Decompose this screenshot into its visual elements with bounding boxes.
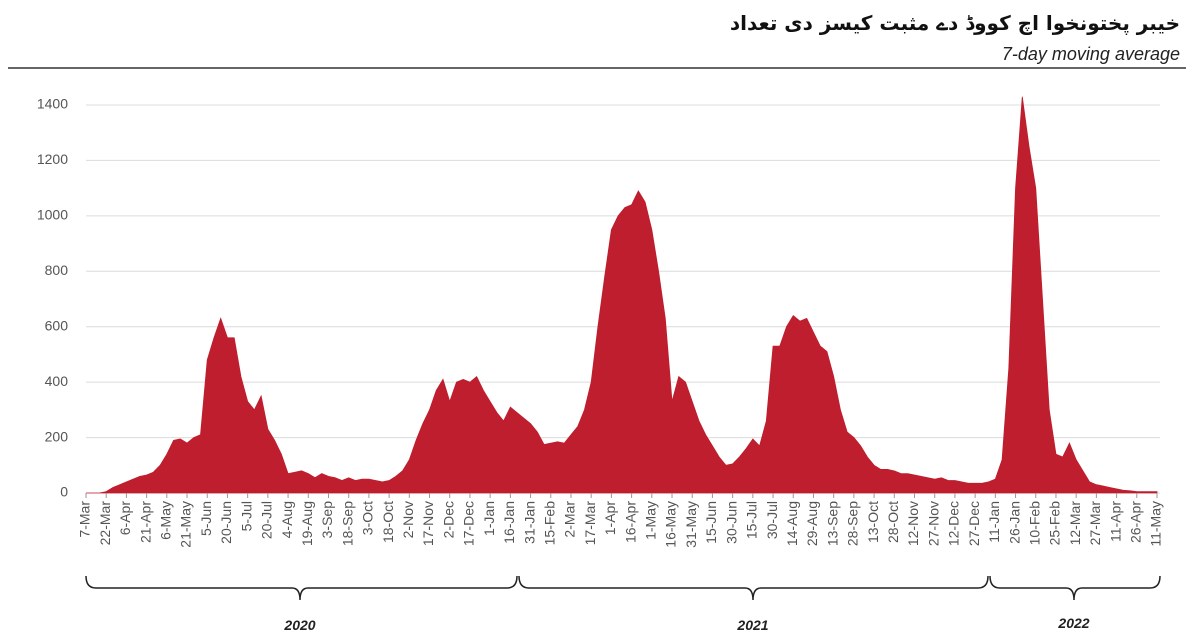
x-tick-label: 19-Aug <box>299 501 315 546</box>
x-tick-label: 30-Jun <box>723 501 739 544</box>
y-tick-label: 1200 <box>37 151 68 167</box>
x-tick-label: 21-May <box>178 501 194 548</box>
x-tick-label: 30-Jul <box>764 501 780 539</box>
bracket-2022 <box>989 575 1161 601</box>
x-tick-label: 3-Sep <box>319 501 335 539</box>
year-label: 2022 <box>1057 615 1089 631</box>
x-tick-label: 17-Dec <box>461 501 477 546</box>
x-tick-label: 17-Mar <box>582 501 598 546</box>
x-tick-label: 26-Apr <box>1127 501 1143 543</box>
x-tick-label: 28-Sep <box>845 501 861 546</box>
x-tick-label: 27-Nov <box>925 501 941 546</box>
x-tick-label: 1-Jan <box>481 501 497 536</box>
x-tick-label: 29-Aug <box>804 501 820 546</box>
x-tick-label: 1-Apr <box>602 501 618 536</box>
x-tick-label: 13-Sep <box>824 501 840 546</box>
x-tick-label: 16-May <box>663 501 679 548</box>
x-tick-label: 6-May <box>158 501 174 540</box>
x-tick-label: 28-Oct <box>885 501 901 543</box>
x-tick-label: 2-Nov <box>400 501 416 538</box>
x-tick-label: 14-Aug <box>784 501 800 546</box>
x-tick-label: 15-Feb <box>541 501 557 546</box>
x-tick-label: 17-Nov <box>420 501 436 546</box>
x-tick-label: 3-Oct <box>360 501 376 535</box>
bracket-2020 <box>85 575 518 601</box>
x-tick-label: 12-Nov <box>905 501 921 546</box>
x-tick-label: 18-Oct <box>380 501 396 543</box>
x-tick-label: 31-Jan <box>521 501 537 544</box>
x-tick-label: 11-Jan <box>986 501 1002 543</box>
x-tick-label: 11-Apr <box>1107 501 1123 542</box>
x-tick-label: 18-Sep <box>339 501 355 546</box>
x-tick-label: 21-Apr <box>137 501 153 543</box>
chart-title: خیبر پختونخوا اچ کووڈ دے مثبت کیسز دی تع… <box>730 11 1180 36</box>
x-tick-label: 5-Jul <box>238 501 254 531</box>
year-brackets <box>85 575 1161 601</box>
area <box>86 96 1158 494</box>
year-label: 2021 <box>736 617 768 633</box>
chart-subtitle: 7-day moving average <box>1002 44 1180 64</box>
x-tick-label: 2-Mar <box>562 501 578 538</box>
x-tick-label: 5-Jun <box>198 501 214 536</box>
x-tick-label: 15-Jul <box>744 501 760 539</box>
x-tick-label: 16-Apr <box>622 501 638 543</box>
x-tick-label: 7-Mar <box>77 501 93 538</box>
x-tick-label: 12-Dec <box>946 501 962 546</box>
x-tick-label: 16-Jan <box>501 501 517 544</box>
x-tick-label: 26-Jan <box>1006 501 1022 544</box>
y-tick-label: 1000 <box>37 207 68 223</box>
x-tick-label: 25-Feb <box>1047 501 1063 546</box>
y-tick-label: 200 <box>45 428 69 444</box>
y-tick-label: 1400 <box>37 96 68 112</box>
x-tick-label: 13-Oct <box>865 501 881 543</box>
x-tick-label: 20-Jun <box>218 501 234 544</box>
x-tick-label: 31-May <box>683 501 699 548</box>
x-tick-label: 22-Mar <box>97 501 113 546</box>
x-tick-label: 15-Jun <box>703 501 719 544</box>
x-tick-label: 20-Jul <box>259 501 275 539</box>
y-tick-label: 400 <box>45 373 69 389</box>
x-tick-label: 1-May <box>643 501 659 540</box>
x-tick-label: 27-Mar <box>1087 501 1103 546</box>
year-label: 2020 <box>283 617 315 633</box>
y-tick-label: 800 <box>45 262 69 278</box>
x-tick-label: 2-Dec <box>440 501 456 538</box>
x-tick-label: 27-Dec <box>966 501 982 546</box>
y-tick-label: 600 <box>45 317 69 333</box>
x-tick-label: 4-Aug <box>279 501 295 538</box>
y-tick-label: 0 <box>60 484 68 500</box>
x-tick-label: 10-Feb <box>1026 501 1042 546</box>
x-tick-label: 12-Mar <box>1067 501 1083 546</box>
x-tick-label: 11-May <box>1148 501 1164 547</box>
bracket-2021 <box>518 575 989 601</box>
x-tick-label: 6-Apr <box>117 501 133 536</box>
